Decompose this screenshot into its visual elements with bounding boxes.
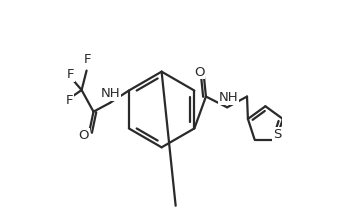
Text: F: F <box>65 94 73 107</box>
Text: O: O <box>194 66 204 79</box>
Text: S: S <box>273 128 281 141</box>
Text: NH: NH <box>219 91 238 104</box>
Text: O: O <box>78 129 89 141</box>
Text: F: F <box>83 53 91 66</box>
Text: NH: NH <box>101 87 121 101</box>
Text: F: F <box>67 68 74 81</box>
